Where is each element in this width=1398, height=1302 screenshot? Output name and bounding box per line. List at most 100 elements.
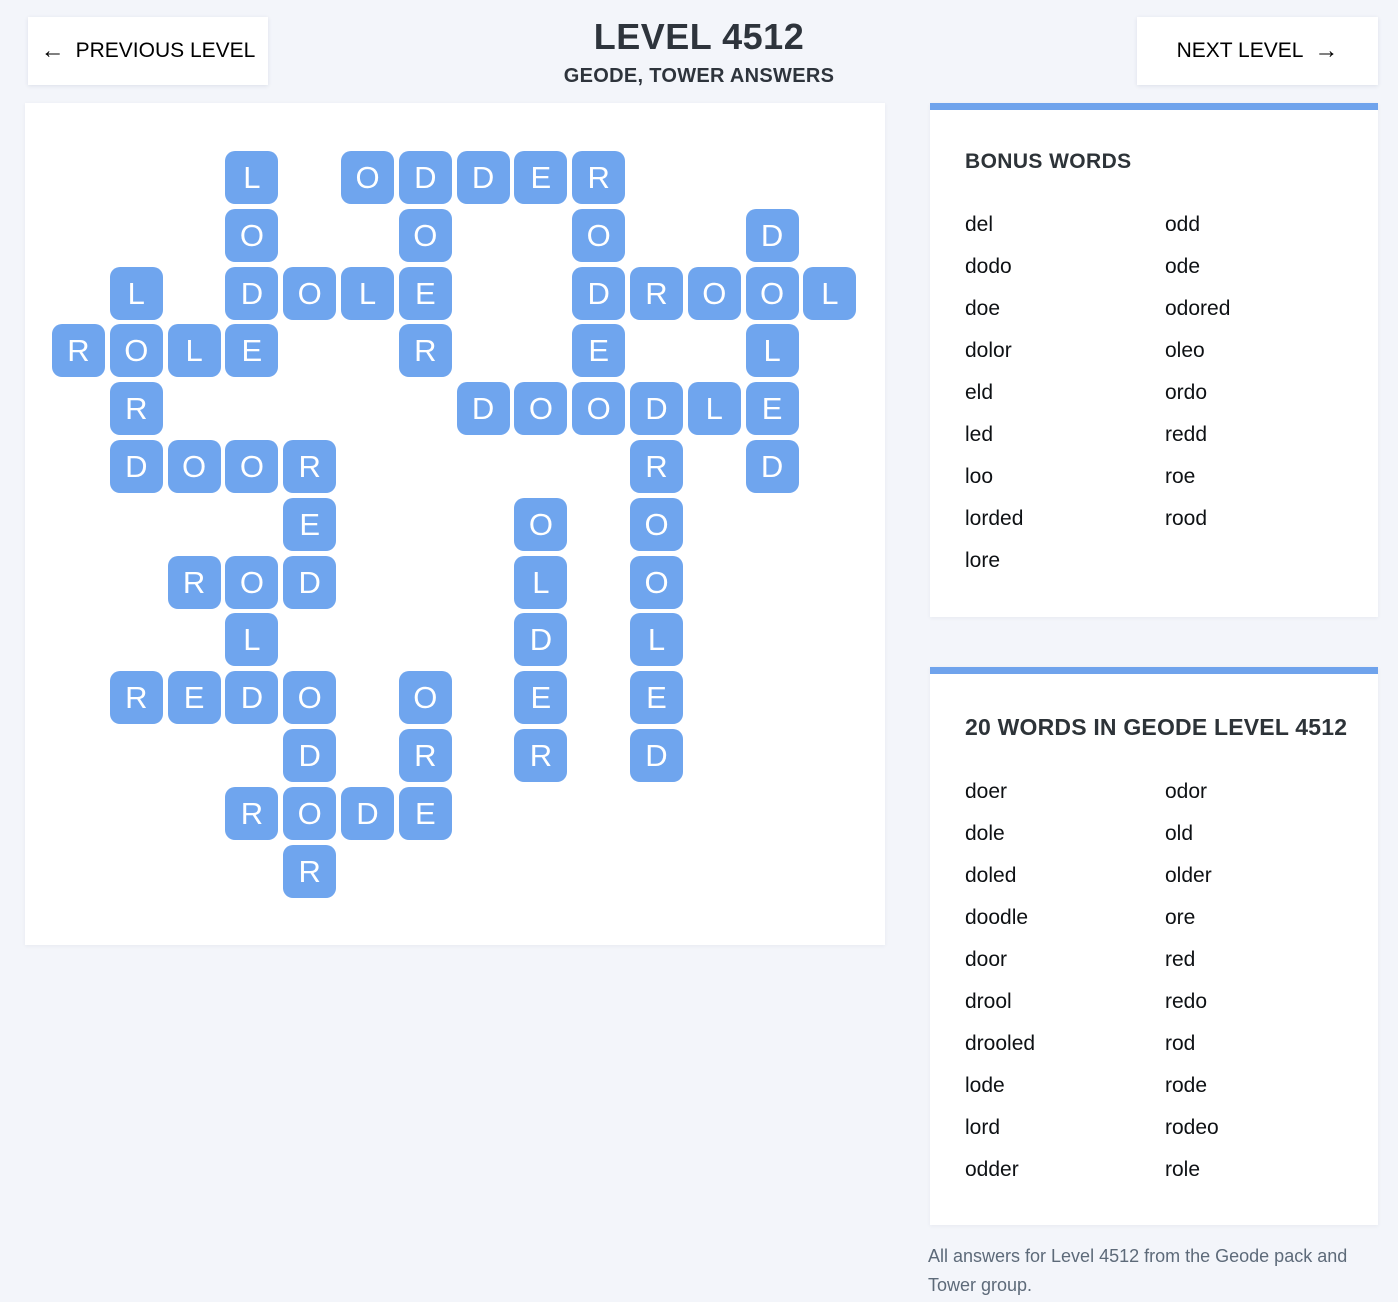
letter-tile: O [283,671,337,725]
letter-tile: D [630,382,683,436]
letter-tile: O [687,266,741,320]
letter-tile: E [398,266,452,320]
word-item: old [1165,822,1194,845]
answers-column-1: doer dole doled doodle door drool drooled lode l… [965,771,1165,1191]
letter-tile: R [109,382,163,436]
answers-column-2: odor old older ore red redo rod rode rodeo role [1165,771,1365,1191]
letter-tile: D [514,613,568,667]
word-item: doled [965,864,1017,887]
next-level-label: NEXT LEVEL [1176,39,1304,62]
bonus-words-title: BONUS WORDS [965,150,1132,173]
letter-tile: O [572,382,626,436]
letter-tile: O [398,671,452,725]
letter-tile: R [225,786,279,840]
word-item: red [1165,948,1196,971]
word-item: eld [965,381,994,404]
right-arrow-icon: → [1314,37,1339,64]
letter-tile: E [630,671,683,725]
word-item: redo [1165,990,1208,1013]
word-item: drooled [965,1032,1036,1055]
letter-tile: D [225,266,279,320]
bonus-words-list: del dodo doe dolor eld led loo lorded lore odd od… [965,204,1378,582]
letter-tile: D [456,382,510,436]
letter-tile: D [341,786,394,840]
letter-tile: R [283,440,337,493]
letter-tile: D [109,440,163,493]
word-item: rode [1165,1074,1208,1097]
letter-tile: D [283,729,337,782]
letter-tile: R [398,729,452,782]
word-item: dodo [965,255,1012,278]
word-item: ode [1165,255,1201,278]
letter-tile: O [514,497,568,551]
next-level-button[interactable]: NEXT LEVEL → [1137,17,1378,85]
letter-tile: O [225,555,279,609]
answers-list: doer dole doled doodle door drool drooled lode l… [965,771,1378,1191]
letter-tile: O [745,266,799,320]
word-item: odored [1165,297,1231,320]
word-item: lode [965,1074,1005,1097]
letter-tile: R [109,671,163,725]
word-item: lorded [965,507,1024,530]
letter-tile: R [572,151,626,204]
word-item: door [965,948,1008,971]
word-item: odder [965,1158,1019,1181]
bonus-words-panel: BONUS WORDS del dodo doe dolor eld led loo lord… [930,103,1378,617]
letter-tile: O [398,208,452,262]
word-item: dole [965,822,1005,845]
letter-tile: L [225,613,279,667]
letter-tile: D [225,671,279,725]
letter-tile: O [514,382,568,436]
word-item: roe [1165,465,1196,488]
bonus-words-column-2: odd ode odored oleo ordo redd roe rood [1165,204,1365,582]
letter-tile: R [52,324,105,378]
letter-tile: D [745,208,799,262]
letter-tile: D [745,440,799,493]
letter-tile: D [398,151,452,204]
word-item: rodeo [1165,1116,1219,1139]
word-item: loo [965,465,994,488]
letter-tile: L [167,324,221,378]
letter-tile: E [167,671,221,725]
letter-tile: O [630,555,683,609]
letter-tile: D [283,555,337,609]
word-item: drool [965,990,1012,1013]
word-item: ordo [1165,381,1208,404]
previous-level-button[interactable]: ← PREVIOUS LEVEL [28,17,268,85]
letter-tile: L [225,151,279,204]
letter-tile: E [225,324,279,378]
page-title: LEVEL 4512 [593,16,805,57]
letter-tile: D [572,266,626,320]
letter-tile: D [630,729,683,782]
letter-tile: O [572,208,626,262]
letter-tile: O [283,786,337,840]
page-subtitle: GEODE, TOWER ANSWERS [563,65,835,87]
letter-tile: R [167,555,221,609]
bonus-words-column-1: del dodo doe dolor eld led loo lorded lore [965,204,1165,582]
letter-tile: R [398,324,452,378]
letter-tile: O [167,440,221,493]
letter-tile: L [803,266,857,320]
letter-tile: O [109,324,163,378]
letter-tile: R [283,844,337,898]
answers-title: 20 WORDS IN GEODE LEVEL 4512 [965,714,1348,740]
word-item: rood [1165,507,1208,530]
letter-tile: E [398,786,452,840]
footer-note: All answers for Level 4512 from the Geod… [928,1246,1348,1295]
letter-tile: L [687,382,741,436]
word-item: odd [1165,213,1201,236]
letter-tile: L [514,555,568,609]
letter-tile: D [456,151,510,204]
word-item: doer [965,780,1008,803]
header: LEVEL 4512 GEODE, TOWER ANSWERS [0,16,1398,88]
letter-tile: O [225,208,279,262]
letter-tile: E [283,497,337,551]
letter-tile: E [572,324,626,378]
letter-tile: E [514,151,568,204]
previous-level-label: PREVIOUS LEVEL [75,39,256,62]
left-arrow-icon: ← [40,37,65,64]
word-item: oleo [1165,339,1205,362]
word-item: redd [1165,423,1208,446]
answers-panel: 20 WORDS IN GEODE LEVEL 4512 doer dole dol… [930,667,1378,1225]
word-item: lore [965,549,1001,572]
